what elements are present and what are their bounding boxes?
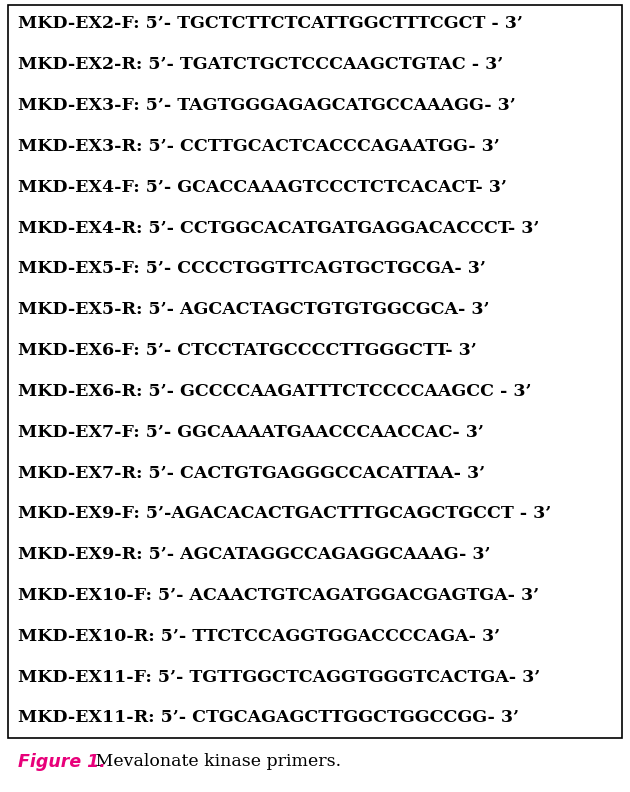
Text: MKD-EX11-F: 5’- TGTTGGCTCAGGTGGGTCACTGA- 3’: MKD-EX11-F: 5’- TGTTGGCTCAGGTGGGTCACTGA-… <box>18 668 541 686</box>
Text: MKD-EX10-R: 5’- TTCTCCAGGTGGACCCCAGA- 3’: MKD-EX10-R: 5’- TTCTCCAGGTGGACCCCAGA- 3’ <box>18 628 500 645</box>
Text: MKD-EX11-R: 5’- CTGCAGAGCTTGGCTGGCCGG- 3’: MKD-EX11-R: 5’- CTGCAGAGCTTGGCTGGCCGG- 3… <box>18 710 519 726</box>
Text: MKD-EX9-F: 5’-AGACACACTGACTTTGCAGCTGCCT - 3’: MKD-EX9-F: 5’-AGACACACTGACTTTGCAGCTGCCT … <box>18 505 551 523</box>
Text: MKD-EX2-R: 5’- TGATCTGCTCCCAAGCTGTAC - 3’: MKD-EX2-R: 5’- TGATCTGCTCCCAAGCTGTAC - 3… <box>18 56 503 74</box>
Text: MKD-EX6-R: 5’- GCCCCAAGATTTCTCCCCAAGCC - 3’: MKD-EX6-R: 5’- GCCCCAAGATTTCTCCCCAAGCC -… <box>18 383 532 400</box>
Text: MKD-EX4-R: 5’- CCTGGCACATGATGAGGACACCCT- 3’: MKD-EX4-R: 5’- CCTGGCACATGATGAGGACACCCT-… <box>18 219 539 237</box>
Text: MKD-EX6-F: 5’- CTCCTATGCCCCTTGGGCTT- 3’: MKD-EX6-F: 5’- CTCCTATGCCCCTTGGGCTT- 3’ <box>18 342 477 359</box>
Text: Mevalonate kinase primers.: Mevalonate kinase primers. <box>90 753 341 771</box>
Text: MKD-EX7-F: 5’- GGCAAAATGAACCCAACCAC- 3’: MKD-EX7-F: 5’- GGCAAAATGAACCCAACCAC- 3’ <box>18 424 484 440</box>
Text: MKD-EX10-F: 5’- ACAACTGTCAGATGGACGAGTGA- 3’: MKD-EX10-F: 5’- ACAACTGTCAGATGGACGAGTGA-… <box>18 587 539 604</box>
Text: Figure 1.: Figure 1. <box>18 753 106 771</box>
Text: MKD-EX3-R: 5’- CCTTGCACTCACCCAGAATGG- 3’: MKD-EX3-R: 5’- CCTTGCACTCACCCAGAATGG- 3’ <box>18 138 500 155</box>
Text: MKD-EX5-R: 5’- AGCACTAGCTGTGTGGCGCA- 3’: MKD-EX5-R: 5’- AGCACTAGCTGTGTGGCGCA- 3’ <box>18 301 490 318</box>
Text: MKD-EX7-R: 5’- CACTGTGAGGGCCACATTAA- 3’: MKD-EX7-R: 5’- CACTGTGAGGGCCACATTAA- 3’ <box>18 465 485 482</box>
Text: MKD-EX2-F: 5’- TGCTCTTCTCATTGGCTTTCGCT - 3’: MKD-EX2-F: 5’- TGCTCTTCTCATTGGCTTTCGCT -… <box>18 16 523 32</box>
FancyBboxPatch shape <box>8 5 622 738</box>
Text: MKD-EX5-F: 5’- CCCCTGGTTCAGTGCTGCGA- 3’: MKD-EX5-F: 5’- CCCCTGGTTCAGTGCTGCGA- 3’ <box>18 261 486 277</box>
Text: MKD-EX3-F: 5’- TAGTGGGAGAGCATGCCAAAGG- 3’: MKD-EX3-F: 5’- TAGTGGGAGAGCATGCCAAAGG- 3… <box>18 97 516 114</box>
Text: MKD-EX4-F: 5’- GCACCAAAGTCCCTCTCACACT- 3’: MKD-EX4-F: 5’- GCACCAAAGTCCCTCTCACACT- 3… <box>18 179 507 196</box>
Text: MKD-EX9-R: 5’- AGCATAGGCCAGAGGCAAAG- 3’: MKD-EX9-R: 5’- AGCATAGGCCAGAGGCAAAG- 3’ <box>18 546 491 563</box>
